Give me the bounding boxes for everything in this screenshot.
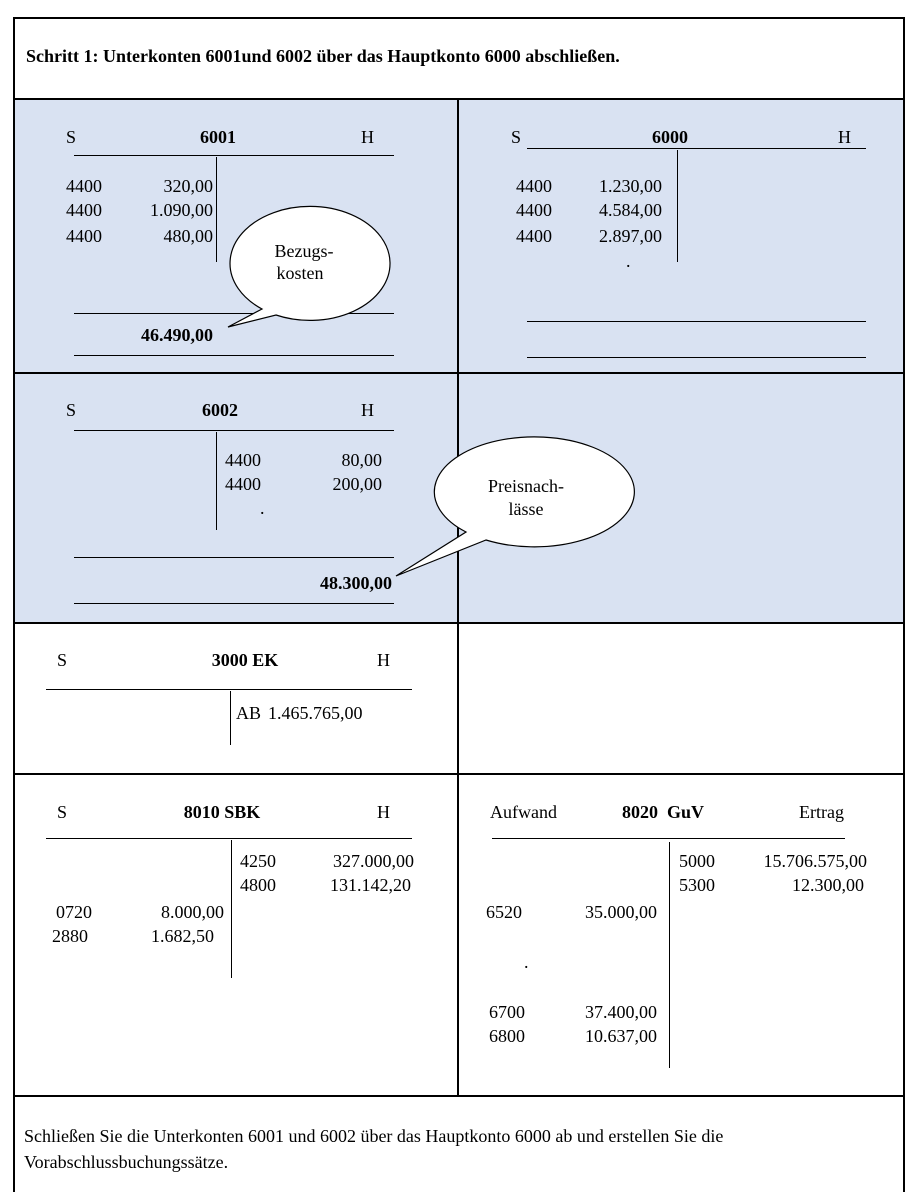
debit-label: S bbox=[511, 127, 522, 147]
entry-amount: 80,00 bbox=[341, 450, 383, 470]
entry-code: 4400 bbox=[516, 200, 552, 220]
placeholder-dot: . bbox=[524, 952, 529, 972]
callout-bubble-bezugskosten bbox=[227, 205, 391, 328]
instruction-cell bbox=[13, 1095, 905, 1192]
entry-code: 4400 bbox=[66, 200, 102, 220]
entry-amount: 37.400,00 bbox=[585, 1002, 657, 1022]
debit-label: Aufwand bbox=[490, 802, 557, 822]
entry-code: 5000 bbox=[679, 851, 715, 871]
credit-label: Ertrag bbox=[799, 802, 844, 822]
entry-amount: 1.465.765,00 bbox=[268, 703, 363, 723]
entry-amount: 8.000,00 bbox=[161, 902, 224, 922]
entry-amount: 35.000,00 bbox=[585, 902, 657, 922]
debit-label: S bbox=[66, 400, 77, 420]
debit-label: S bbox=[57, 650, 68, 670]
credit-label: H bbox=[377, 650, 390, 670]
entry-amount: 200,00 bbox=[332, 474, 383, 494]
account-divider bbox=[216, 432, 217, 530]
credit-label: H bbox=[377, 802, 390, 822]
page-title: Schritt 1: Unterkonten 6001und 6002 über… bbox=[26, 46, 620, 66]
account-line bbox=[46, 838, 412, 839]
sum-line bbox=[74, 313, 394, 314]
entry-code: 0720 bbox=[56, 902, 92, 922]
account-title: 6000 bbox=[652, 127, 688, 147]
callout-bezugskosten-line2: kosten bbox=[276, 263, 324, 283]
sum-line bbox=[74, 603, 394, 604]
sum-line bbox=[527, 321, 866, 322]
entry-code: 4800 bbox=[240, 875, 276, 895]
entry-amount: 4.584,00 bbox=[599, 200, 662, 220]
instruction-line2: Vorabschlussbuchungssätze. bbox=[24, 1152, 229, 1172]
account-line bbox=[492, 838, 845, 839]
entry-amount: 1.090,00 bbox=[150, 200, 213, 220]
entry-code: 6520 bbox=[486, 902, 522, 922]
callout-preisnachlaesse-line2: lässe bbox=[508, 499, 544, 519]
entry-amount: 12.300,00 bbox=[792, 875, 864, 895]
entry-code: 4400 bbox=[225, 474, 261, 494]
account-title: 8010 SBK bbox=[183, 802, 261, 822]
callout-preisnachlaesse-line1: Preisnach- bbox=[488, 476, 564, 496]
cell-6000 bbox=[457, 98, 905, 374]
sum-line bbox=[527, 357, 866, 358]
account-line bbox=[74, 155, 394, 156]
entry-amount: 131.142,20 bbox=[330, 875, 411, 895]
account-line bbox=[74, 430, 394, 431]
account-title: 6002 bbox=[202, 400, 238, 420]
credit-label: H bbox=[838, 127, 851, 147]
entry-amount: 1.230,00 bbox=[599, 176, 662, 196]
account-divider bbox=[677, 150, 678, 262]
account-total: 46.490,00 bbox=[141, 325, 213, 345]
account-divider bbox=[216, 157, 217, 262]
account-title: 6001 bbox=[200, 127, 236, 147]
entry-code: 5300 bbox=[679, 875, 715, 895]
sum-line bbox=[74, 355, 394, 356]
account-total: 48.300,00 bbox=[320, 573, 392, 593]
entry-amount: 480,00 bbox=[163, 226, 214, 246]
credit-label: H bbox=[361, 127, 374, 147]
debit-label: S bbox=[66, 127, 77, 147]
instruction-line1: Schließen Sie die Unterkonten 6001 und 6… bbox=[24, 1126, 724, 1146]
entry-code: 4400 bbox=[66, 176, 102, 196]
entry-code: 4400 bbox=[516, 226, 552, 246]
account-title: 3000 EK bbox=[211, 650, 279, 670]
entry-code: 4250 bbox=[240, 851, 276, 871]
callout-bubble-preisnachlaesse bbox=[395, 436, 635, 577]
entry-amount: 327.000,00 bbox=[333, 851, 414, 871]
account-divider bbox=[669, 842, 670, 1068]
entry-amount: 10.637,00 bbox=[585, 1026, 657, 1046]
credit-label: H bbox=[361, 400, 374, 420]
account-line bbox=[527, 148, 866, 149]
account-divider bbox=[231, 840, 232, 978]
entry-amount: 15.706.575,00 bbox=[763, 851, 868, 871]
placeholder-dot: . bbox=[626, 251, 631, 271]
account-title: 8020 GuV bbox=[621, 802, 704, 822]
entry-amount: 1.682,50 bbox=[151, 926, 214, 946]
placeholder-dot: . bbox=[260, 498, 265, 518]
entry-code: 4400 bbox=[66, 226, 102, 246]
entry-code: 2880 bbox=[52, 926, 88, 946]
entry-code: 4400 bbox=[225, 450, 261, 470]
entry-amount: 2.897,00 bbox=[599, 226, 662, 246]
entry-amount: 320,00 bbox=[163, 176, 214, 196]
entry-code: AB bbox=[236, 703, 262, 723]
account-line bbox=[46, 689, 412, 690]
debit-label: S bbox=[57, 802, 68, 822]
account-divider bbox=[230, 691, 231, 745]
callout-bezugskosten-line1: Bezugs- bbox=[274, 241, 334, 261]
sum-line bbox=[74, 557, 394, 558]
entry-code: 6800 bbox=[489, 1026, 525, 1046]
entry-code: 6700 bbox=[489, 1002, 525, 1022]
entry-code: 4400 bbox=[516, 176, 552, 196]
